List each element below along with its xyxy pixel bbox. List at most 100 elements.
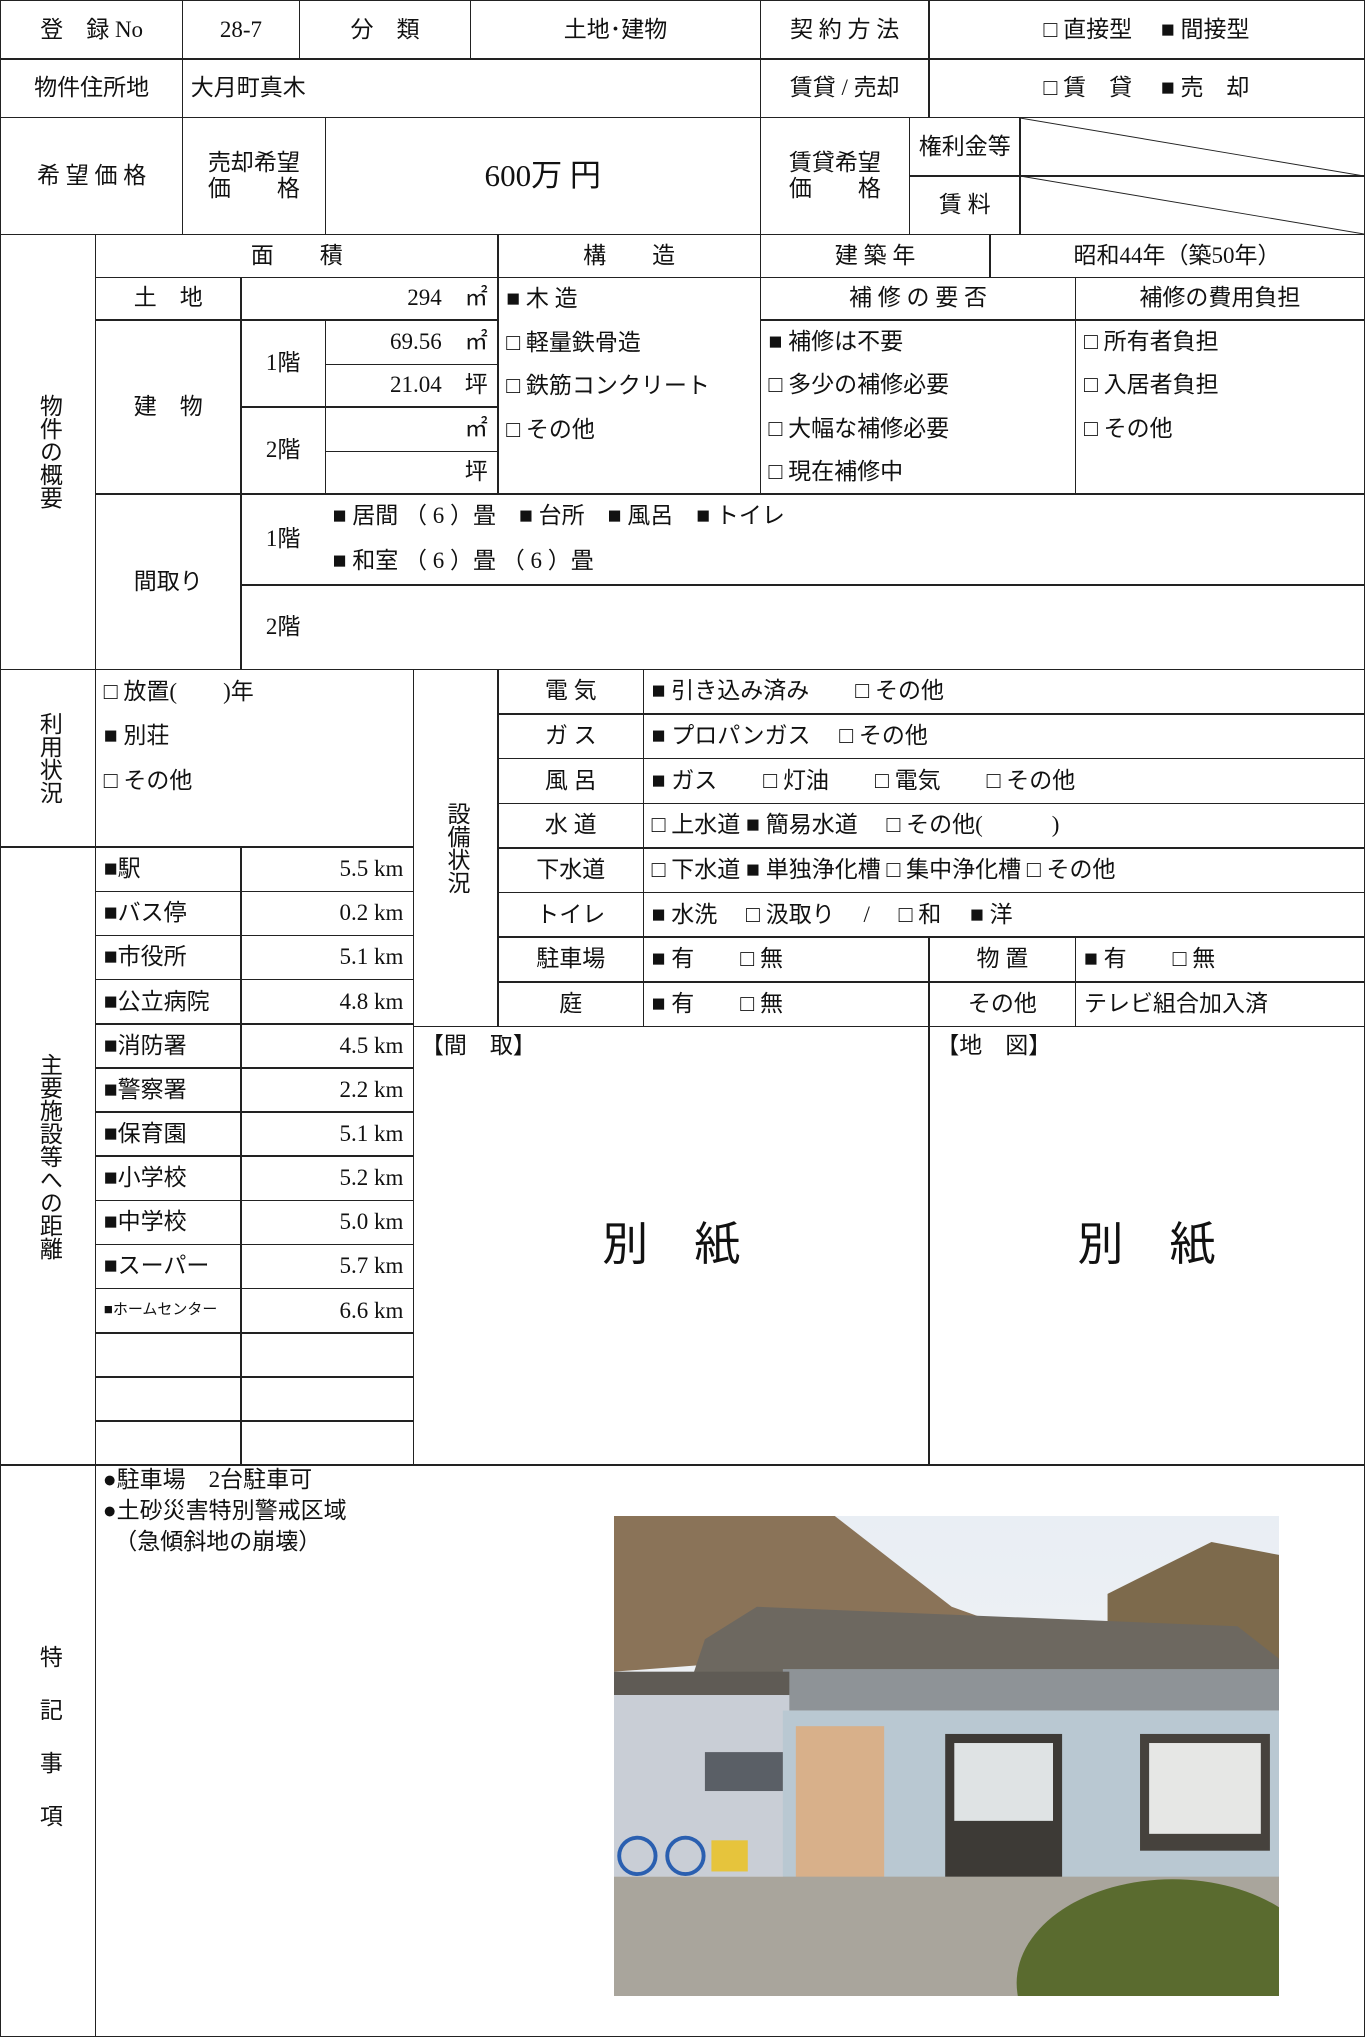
table-cell (240, 1376, 415, 1422)
key-money-label: 権利金等 (908, 116, 1021, 177)
land-area: 294 ㎡ (240, 276, 499, 321)
table-cell (94, 1376, 242, 1422)
name: ■スーパー (94, 1243, 242, 1290)
rent-price-label: 賃貸希望 価 格 (759, 116, 911, 236)
list-item: ■ 和室 （ 6 ）畳 （ 6 ）畳 (332, 548, 594, 574)
title: 利用状況 (0, 668, 97, 848)
list-item: □ 軽量鉄骨造 (506, 329, 641, 355)
title: 物件の概要 (0, 233, 97, 671)
list-item: □ その他 (506, 416, 595, 442)
table-cell (94, 1332, 242, 1378)
notes: ●駐車場 2台駐車可 ●土砂災害特別警戒区域 （急傾斜地の崩壊） (95, 1464, 616, 1569)
repair-label: 補 修 の 要 否 (759, 276, 1077, 321)
title: 特記事項 (0, 1464, 97, 2038)
distance: 6.6 km (240, 1287, 415, 1334)
list-item: □ 大幅な補修必要 (768, 415, 950, 441)
distance: 4.5 km (240, 1023, 415, 1069)
value: ■ 水洗 □ 汲取り / □ 和 ■ 洋 (642, 891, 1365, 938)
distance: 5.7 km (240, 1243, 415, 1290)
label: トイレ (497, 891, 645, 938)
title: 特記事項 (36, 1644, 62, 1857)
name: ■保育園 (94, 1111, 242, 1157)
table-cell (94, 1464, 1365, 2038)
address: 大月町真木 (181, 58, 761, 119)
property-photo (614, 1516, 1279, 1996)
contract: □ 直接型 ■ 間接型 (928, 0, 1365, 60)
distance: 2.2 km (240, 1067, 415, 1113)
building-label: 建 物 (94, 319, 242, 495)
list-item: ■ 補修は不要 (768, 328, 904, 354)
category-label: 分 類 (298, 0, 472, 60)
value: □ 下水道 ■ 単独浄化槽 □ 集中浄化槽 □ その他 (642, 847, 1365, 894)
name: ■バス停 (94, 890, 242, 937)
floor2-tsubo: 坪 (324, 450, 499, 495)
name: ■中学校 (94, 1199, 242, 1246)
distance: 5.0 km (240, 1199, 415, 1246)
layout-label: 間取り (94, 493, 242, 671)
list-item: ●土砂災害特別警戒区域 (102, 1497, 347, 1523)
subvalue: テレビ組合加入済 (1074, 981, 1365, 1028)
list-item: ■ 木 造 (506, 286, 578, 312)
distance: 4.8 km (240, 978, 415, 1025)
sublabel: 物 置 (928, 936, 1077, 983)
subvalue: ■ 有 □ 無 (1074, 936, 1365, 983)
distance: 5.5 km (240, 846, 415, 893)
floor1-m2: 69.56 ㎡ (324, 319, 499, 366)
list-item: □ 鉄筋コンクリート (506, 373, 710, 399)
built-label: 建 築 年 (759, 233, 991, 279)
title: 利用状況 (36, 712, 62, 805)
diagonal-line (1020, 117, 1364, 176)
name: ■ホームセンター (94, 1287, 242, 1334)
name: ■市役所 (94, 934, 242, 981)
layout-floor1: ■ 居間 （ 6 ）畳 ■ 台所 ■ 風呂 ■ トイレ ■ 和室 （ 6 ）畳 （… (325, 493, 1365, 585)
diagonal-line (1020, 176, 1364, 235)
items: □ 放置( )年 ■ 別荘 □ その他 (94, 668, 415, 848)
distance: 0.2 km (240, 890, 415, 937)
value: ■ プロパンガス □ その他 (642, 713, 1365, 760)
label: 庭 (497, 981, 645, 1028)
title: 主要施設等への距離 (0, 846, 97, 1466)
list-item: ■ 居間 （ 6 ）畳 ■ 台所 ■ 風呂 ■ トイレ (332, 502, 785, 528)
table-cell (240, 584, 1365, 671)
label: 下水道 (497, 847, 645, 894)
list-item: ■ 別荘 (103, 723, 170, 749)
floor1-tsubo: 21.04 坪 (324, 363, 499, 408)
list-item: ●駐車場 2台駐車可 (102, 1466, 313, 1492)
list-item: □ 現在補修中 (768, 458, 904, 484)
repairs: ■ 補修は不要 □ 多少の補修必要 □ 大幅な補修必要 □ 現在補修中 (759, 319, 1077, 495)
rent-sale: □ 賃 貸 ■ 売 却 (928, 58, 1365, 119)
sale-price-label: 売却希望 価 格 (181, 116, 327, 236)
title: 物件の概要 (36, 394, 62, 510)
table-cell (1019, 175, 1365, 236)
area-label: 面 積 (94, 233, 499, 279)
value: □ 上水道 ■ 簡易水道 □ その他( ) (642, 802, 1365, 849)
distance: 5.1 km (240, 1111, 415, 1157)
title: 設備状況 (412, 668, 499, 1028)
table-cell (94, 1420, 242, 1466)
name: ■駅 (94, 846, 242, 893)
price-label: 希 望 価 格 (0, 116, 184, 236)
label: ガ ス (497, 713, 645, 760)
note: 別 紙 (602, 1219, 741, 1271)
table-cell (240, 1332, 415, 1378)
built: 昭和44年（築50年） (989, 233, 1365, 279)
title: 主要施設等への距離 (36, 1052, 62, 1260)
label: 電 気 (497, 668, 645, 715)
layout-floor1-label: 1階 (265, 526, 301, 552)
label: 風 呂 (497, 757, 645, 804)
floor1-label: 1階 (240, 319, 327, 408)
layout-floor2-label: 2階 (265, 613, 301, 639)
label: 【間 取】 (420, 1032, 536, 1058)
land-label: 土 地 (94, 276, 242, 321)
reg-no: 28-7 (181, 0, 301, 60)
address-label: 物件住所地 (0, 58, 184, 119)
floor2-label: 2階 (240, 406, 327, 495)
name: ■警察署 (94, 1067, 242, 1113)
category: 土地･建物 (469, 0, 761, 60)
repair-cost-label: 補修の費用負担 (1074, 276, 1365, 321)
list-item: □ その他 (103, 768, 193, 794)
label: 【地 図】 (936, 1032, 1052, 1058)
value: ■ 引き込み済み □ その他 (642, 668, 1365, 715)
value: ■ 有 □ 無 (642, 936, 930, 983)
